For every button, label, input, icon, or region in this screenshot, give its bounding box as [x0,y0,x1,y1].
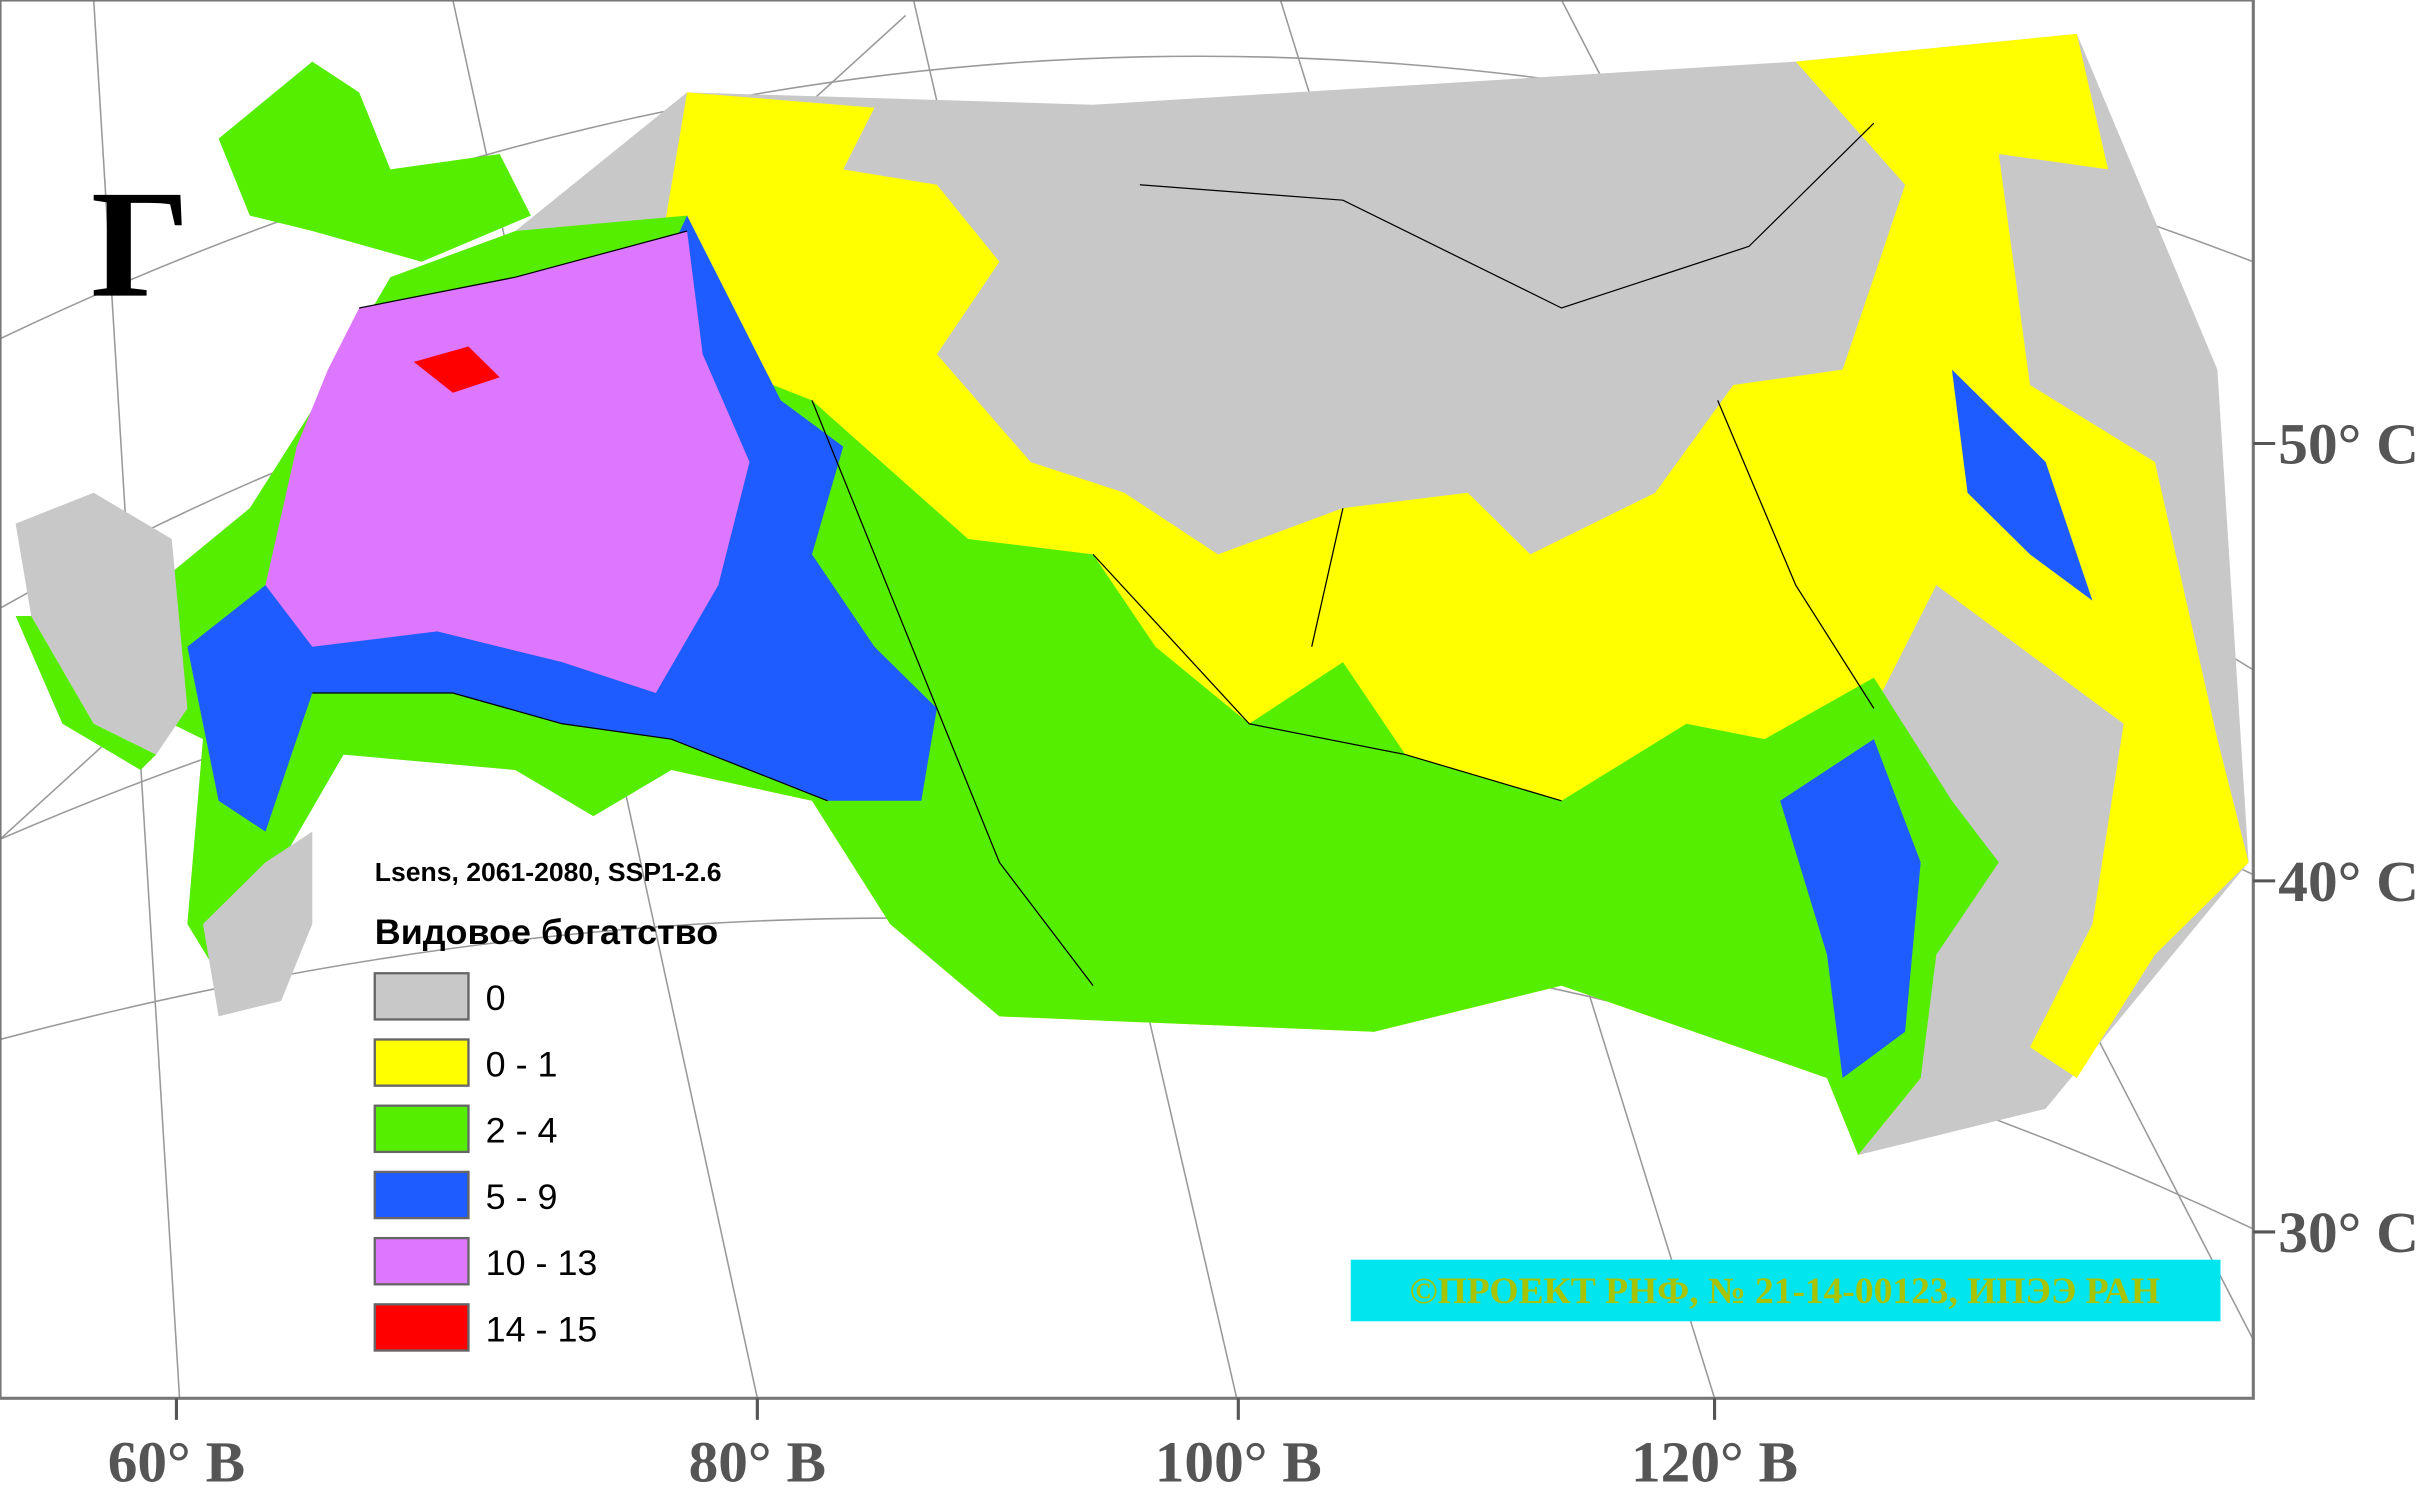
legend-label: 10 - 13 [486,1243,598,1283]
longitude-label: 120° В [1631,1429,1798,1495]
legend-swatch [373,1104,470,1154]
legend-swatch [373,1038,470,1087]
legend-label: 5 - 9 [486,1177,558,1217]
legend-subtitle: Lsens, 2061-2080, SSP1-2.6 [375,857,722,887]
credit-text: ©ПРОЕКТ РНФ, № 21-14-00123, ИПЭЭ РАН [1410,1271,2160,1312]
longitude-label: 60° В [108,1429,245,1495]
latitude-label: 50° С [2278,411,2419,477]
credit-box [1350,1259,2221,1322]
legend-title: Видовое богатство [375,912,718,952]
legend-label: 0 [486,978,506,1018]
region-boundaries [312,122,1875,986]
legend-swatch [373,1303,470,1352]
legend-swatch [373,972,470,1021]
zone-blue-east [1780,739,1921,1078]
longitude-label: 80° В [689,1429,826,1495]
legend-label: 0 - 1 [486,1045,558,1085]
latitude-label: 40° С [2278,848,2419,914]
latitude-labels: 50° С 40° С 30° С [2253,411,2419,1265]
legend: Lsens, 2061-2080, SSP1-2.6 Видовое богат… [373,857,722,1352]
land-west [15,492,188,755]
zone-blue-sakhalin [1951,369,2093,601]
longitude-label: 100° В [1155,1429,1322,1495]
credit: ©ПРОЕКТ РНФ, № 21-14-00123, ИПЭЭ РАН [1350,1259,2221,1322]
zone-green-west [15,615,157,770]
zone-green-north [218,61,531,262]
legend-swatch [373,1170,470,1220]
legend-label: 14 - 15 [486,1310,598,1350]
legend-label: 2 - 4 [486,1111,558,1151]
latitude-label: 30° С [2278,1199,2419,1265]
map-frame [0,0,2255,1400]
longitude-labels: 60° В 80° В 100° В 120° В [108,1398,1798,1494]
legend-swatch [373,1236,470,1286]
zone-violet [265,230,750,693]
map-layers [15,33,2249,1155]
zone-red [413,346,500,393]
land-southwest [203,831,313,1017]
legend-items: 0 0 - 1 2 - 4 5 - 9 10 - 13 14 - 15 [373,972,598,1352]
panel-label: Г [91,159,190,330]
